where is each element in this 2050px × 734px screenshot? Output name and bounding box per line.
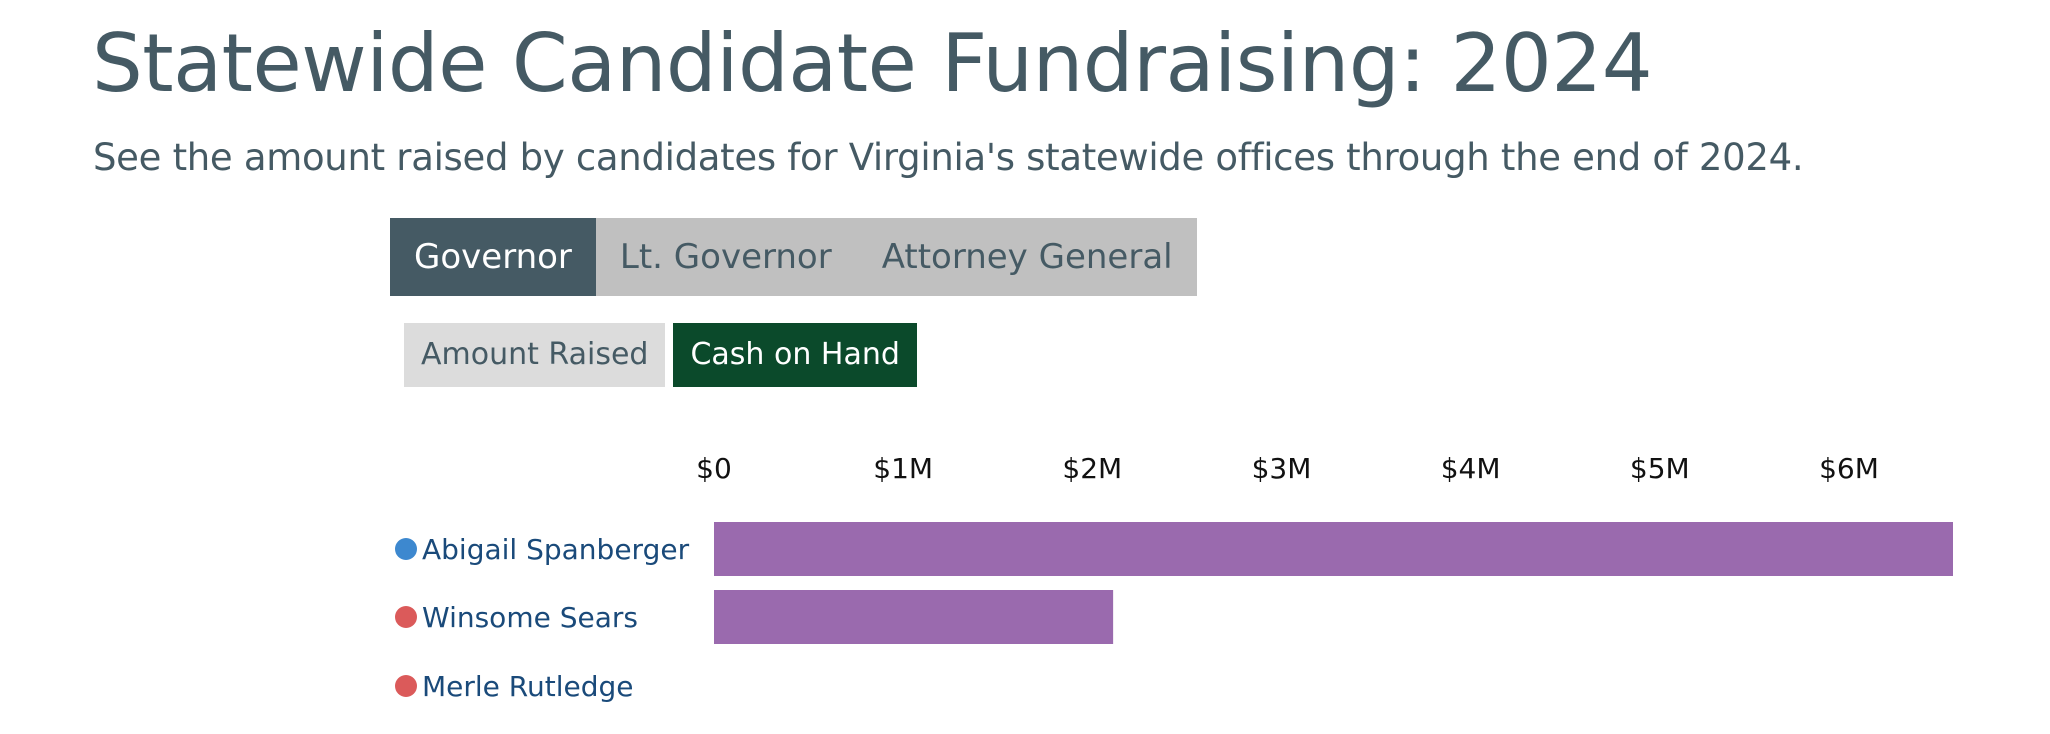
bar[interactable] xyxy=(714,590,1114,644)
x-tick-label: $0 xyxy=(696,452,732,485)
party-dot-icon xyxy=(395,538,417,560)
x-tick-label: $4M xyxy=(1441,452,1501,485)
page-subtitle: See the amount raised by candidates for … xyxy=(93,136,1804,179)
party-dot-icon xyxy=(395,675,417,697)
bar[interactable] xyxy=(714,522,1953,576)
tab-governor[interactable]: Governor xyxy=(390,218,596,296)
amount-raised-button[interactable]: Amount Raised xyxy=(404,323,666,387)
party-dot-icon xyxy=(395,606,417,628)
x-tick-label: $2M xyxy=(1062,452,1122,485)
x-tick-label: $3M xyxy=(1252,452,1312,485)
cash-on-hand-button[interactable]: Cash on Hand xyxy=(673,323,917,387)
page-title: Statewide Candidate Fundraising: 2024 xyxy=(92,17,1653,110)
candidate-label[interactable]: Merle Rutledge xyxy=(422,670,634,703)
office-tabs: Governor Lt. Governor Attorney General xyxy=(390,218,1197,296)
tab-attorney-general[interactable]: Attorney General xyxy=(881,237,1173,277)
x-tick-label: $5M xyxy=(1630,452,1690,485)
x-tick-label: $6M xyxy=(1819,452,1879,485)
tab-lt-governor[interactable]: Lt. Governor xyxy=(619,237,832,277)
x-tick-label: $1M xyxy=(873,452,933,485)
candidate-label[interactable]: Abigail Spanberger xyxy=(422,533,690,566)
candidate-label[interactable]: Winsome Sears xyxy=(422,601,638,634)
metric-toggle: Amount Raised Cash on Hand xyxy=(404,323,917,387)
